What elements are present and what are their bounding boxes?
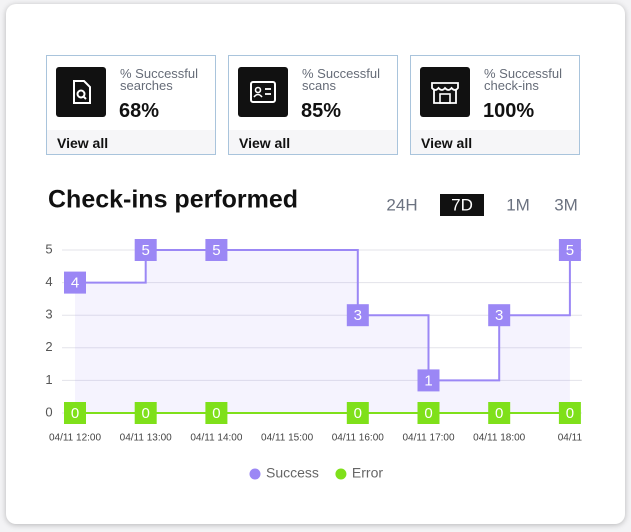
x-tick-label: 04/11 12:00 bbox=[49, 433, 102, 444]
point-marker bbox=[346, 304, 369, 327]
card-value: 85% bbox=[301, 100, 342, 122]
range-tab[interactable]: 7D bbox=[440, 194, 484, 216]
data-label: 1 bbox=[424, 372, 432, 389]
legend-item[interactable]: Error bbox=[335, 465, 383, 481]
data-point: 0 bbox=[134, 402, 157, 424]
card-value: 68% bbox=[119, 100, 160, 122]
point-marker bbox=[488, 304, 511, 327]
chart-title: Check-ins performed bbox=[48, 186, 298, 214]
card-value: 100% bbox=[483, 100, 535, 122]
data-label: 0 bbox=[71, 405, 79, 422]
data-point: 0 bbox=[417, 402, 440, 424]
point-marker bbox=[558, 239, 581, 261]
data-point: 0 bbox=[346, 402, 369, 424]
range-tab-label: 3M bbox=[554, 195, 578, 214]
legend-swatch bbox=[249, 468, 261, 480]
data-label: 3 bbox=[495, 307, 503, 324]
data-point: 4 bbox=[64, 271, 86, 294]
y-tick-label: 3 bbox=[45, 307, 52, 322]
x-tick-label: 04/11 15:00 bbox=[261, 433, 314, 444]
data-label: 5 bbox=[142, 242, 150, 259]
data-label: 5 bbox=[212, 242, 220, 259]
y-tick-label: 5 bbox=[45, 241, 52, 256]
view-all-link[interactable]: View all bbox=[47, 130, 215, 154]
point-marker bbox=[205, 239, 228, 261]
x-tick-label: 04/11 14:00 bbox=[190, 433, 243, 444]
range-tab-label: 7D bbox=[451, 195, 473, 214]
data-point: 5 bbox=[558, 239, 581, 261]
data-label: 3 bbox=[354, 307, 362, 324]
stat-card[interactable]: % Successful check-ins 100% View all bbox=[410, 55, 580, 155]
y-tick-label: 0 bbox=[45, 404, 52, 419]
area-fill bbox=[75, 250, 570, 413]
point-marker bbox=[346, 402, 369, 424]
range-tab-label: 1M bbox=[506, 195, 530, 214]
data-label: 5 bbox=[566, 242, 574, 259]
point-marker bbox=[417, 369, 440, 392]
x-tick-label: 04/11 18:00 bbox=[473, 433, 526, 444]
point-marker bbox=[558, 402, 581, 424]
x-tick-label: 04/11 bbox=[558, 433, 583, 444]
data-label: 0 bbox=[566, 405, 574, 422]
range-tab[interactable]: 24H bbox=[386, 195, 417, 214]
card-label: % Successful check-ins bbox=[484, 66, 563, 93]
view-all-link[interactable]: View all bbox=[411, 130, 579, 154]
data-label: 0 bbox=[495, 405, 503, 422]
legend-label: Success bbox=[266, 465, 319, 481]
stat-card[interactable]: % Successful searches 68% View all bbox=[46, 55, 216, 155]
widget: % Successful searches 68% View all % Suc… bbox=[6, 4, 625, 524]
y-tick-label: 4 bbox=[45, 274, 52, 289]
card-label: % Successful scans bbox=[302, 66, 381, 93]
data-label: 0 bbox=[142, 405, 150, 422]
data-point: 1 bbox=[417, 369, 440, 392]
id-card-icon bbox=[238, 67, 288, 117]
store-icon bbox=[420, 67, 470, 117]
selected-tab-bg bbox=[440, 194, 484, 216]
range-tab-label: 24H bbox=[386, 195, 417, 214]
point-marker bbox=[134, 402, 157, 424]
x-tick-label: 04/11 16:00 bbox=[332, 433, 385, 444]
data-point: 5 bbox=[205, 239, 228, 261]
data-label: 0 bbox=[354, 405, 362, 422]
view-all-link[interactable]: View all bbox=[229, 130, 397, 154]
data-point: 5 bbox=[134, 239, 157, 261]
search-icon bbox=[56, 67, 106, 117]
point-marker bbox=[205, 402, 228, 424]
range-tab[interactable]: 1M bbox=[506, 195, 530, 214]
x-tick-label: 04/11 13:00 bbox=[120, 433, 173, 444]
card-label: % Successful searches bbox=[120, 66, 199, 93]
point-marker bbox=[134, 239, 157, 261]
legend-swatch bbox=[335, 468, 347, 480]
data-point: 0 bbox=[64, 402, 86, 424]
data-point: 3 bbox=[488, 304, 511, 327]
point-marker bbox=[64, 402, 86, 424]
y-tick-label: 1 bbox=[45, 372, 52, 387]
data-point: 0 bbox=[488, 402, 511, 424]
x-tick-label: 04/11 17:00 bbox=[402, 433, 455, 444]
stat-card[interactable]: % Successful scans 85% View all bbox=[228, 55, 398, 155]
data-point: 3 bbox=[346, 304, 369, 327]
legend-item[interactable]: Success bbox=[249, 465, 319, 481]
point-marker bbox=[64, 271, 86, 294]
y-tick-label: 2 bbox=[45, 339, 52, 354]
data-label: 0 bbox=[424, 405, 432, 422]
data-label: 4 bbox=[71, 275, 79, 292]
data-label: 0 bbox=[212, 405, 220, 422]
range-tab[interactable]: 3M bbox=[554, 195, 578, 214]
data-point: 0 bbox=[205, 402, 228, 424]
point-marker bbox=[488, 402, 511, 424]
point-marker bbox=[417, 402, 440, 424]
data-point: 0 bbox=[558, 402, 581, 424]
legend-label: Error bbox=[352, 465, 383, 481]
